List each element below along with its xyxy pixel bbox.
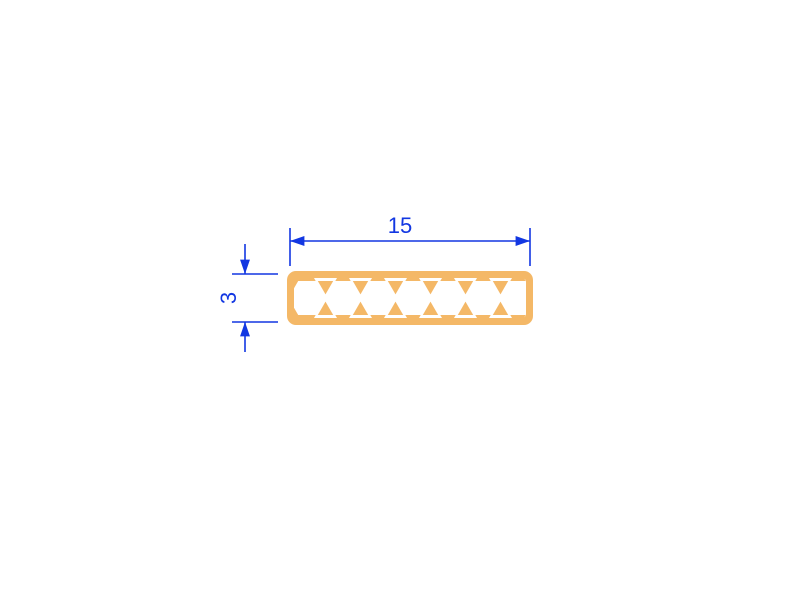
diagram-canvas: 15 3: [0, 0, 800, 600]
dim-arrow: [290, 236, 304, 246]
honeycomb: [288, 247, 555, 349]
dim-height-value: 3: [216, 292, 241, 304]
dim-arrow: [516, 236, 530, 246]
dim-width-value: 15: [388, 213, 412, 238]
diagram-svg: 15 3: [0, 0, 800, 600]
dim-arrow: [240, 322, 250, 336]
dim-arrow: [240, 260, 250, 274]
